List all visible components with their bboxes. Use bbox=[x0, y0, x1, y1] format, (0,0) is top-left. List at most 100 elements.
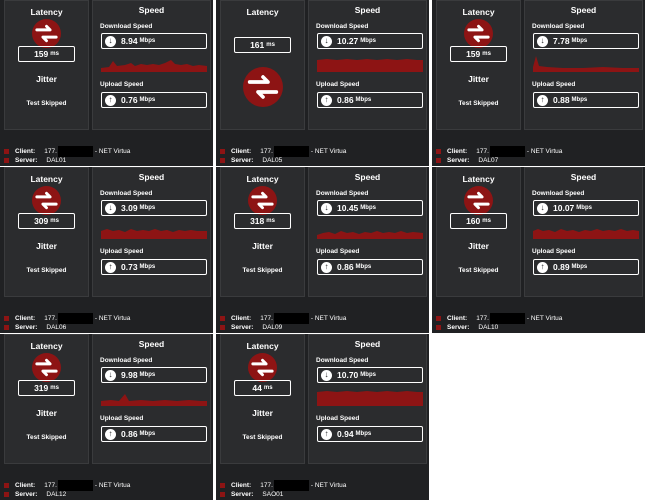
download-arrow-icon: ↓ bbox=[537, 202, 548, 214]
jitter-title: Jitter bbox=[36, 241, 57, 251]
download-unit: Mbps bbox=[139, 38, 156, 44]
square-bullet-icon bbox=[4, 483, 9, 488]
server-label: Server: bbox=[447, 324, 470, 331]
download-graph bbox=[317, 59, 423, 72]
redaction-block bbox=[489, 146, 525, 157]
speed-panel: Speed Download Speed ↓ 7.78 Mbps Upload S… bbox=[524, 0, 643, 130]
jitter-status: Test Skipped bbox=[458, 267, 499, 274]
speed-title: Speed bbox=[138, 172, 165, 182]
client-row: Client: 177. - NET Virtua bbox=[220, 313, 346, 324]
upload-label: Upload Speed bbox=[100, 81, 144, 88]
upload-unit: Mbps bbox=[355, 264, 372, 270]
upload-value-box: ↑ 0.76 Mbps bbox=[101, 92, 207, 108]
upload-value-box: ↑ 0.86 Mbps bbox=[101, 426, 207, 442]
client-isp: - NET Virtua bbox=[94, 148, 131, 155]
latency-value: 44 bbox=[252, 383, 262, 393]
speed-title: Speed bbox=[354, 172, 381, 182]
client-label: Client: bbox=[447, 148, 468, 155]
upload-arrow-icon: ↑ bbox=[105, 94, 116, 106]
latency-title: Latency bbox=[30, 7, 63, 17]
redaction-block bbox=[57, 313, 93, 324]
server-name: DAL07 bbox=[478, 157, 499, 164]
download-value-box: ↓ 10.27 Mbps bbox=[317, 33, 423, 49]
client-row: Client: 177. - NET Virtua bbox=[4, 480, 130, 491]
server-label: Server: bbox=[447, 157, 470, 164]
jitter-status: Test Skipped bbox=[26, 267, 67, 274]
network-arrows-icon bbox=[243, 67, 283, 107]
latency-title: Latency bbox=[246, 174, 279, 184]
network-arrows-icon bbox=[464, 19, 493, 48]
latency-panel: Latency 159 ms Jitter Test Skipped bbox=[4, 0, 89, 130]
client-label: Client: bbox=[447, 315, 468, 322]
network-arrows-icon bbox=[464, 186, 493, 215]
download-value-box: ↓ 10.07 Mbps bbox=[533, 200, 639, 216]
latency-value-box: 160 ms bbox=[450, 213, 507, 229]
jitter-title: Jitter bbox=[252, 241, 273, 251]
client-row: Client: 177. - NET Virtua bbox=[4, 313, 130, 324]
jitter-status: Test Skipped bbox=[242, 267, 283, 274]
download-value: 10.27 bbox=[337, 36, 359, 46]
speed-title: Speed bbox=[570, 5, 597, 15]
upload-arrow-icon: ↑ bbox=[537, 261, 548, 273]
square-bullet-icon bbox=[220, 149, 225, 154]
square-bullet-icon bbox=[4, 158, 9, 163]
jitter-title: Jitter bbox=[36, 74, 57, 84]
download-value: 10.70 bbox=[337, 370, 359, 380]
upload-label: Upload Speed bbox=[100, 248, 144, 255]
upload-label: Upload Speed bbox=[532, 81, 576, 88]
latency-unit: ms bbox=[482, 51, 491, 57]
download-graph bbox=[101, 229, 207, 239]
network-arrows-icon bbox=[32, 186, 61, 215]
network-arrows-icon bbox=[248, 186, 277, 215]
client-ip-prefix: 177. bbox=[476, 315, 489, 322]
client-label: Client: bbox=[231, 315, 252, 322]
download-value-box: ↓ 9.98 Mbps bbox=[101, 367, 207, 383]
server-row: Server: DAL06 bbox=[4, 324, 66, 331]
square-bullet-icon bbox=[436, 325, 441, 330]
download-label: Download Speed bbox=[532, 190, 585, 197]
speed-panel: Speed Download Speed ↓ 10.70 Mbps Upload … bbox=[308, 334, 427, 464]
client-ip-prefix: 177. bbox=[44, 148, 57, 155]
download-graph bbox=[317, 231, 423, 239]
upload-unit: Mbps bbox=[355, 431, 372, 437]
upload-label: Upload Speed bbox=[100, 415, 144, 422]
result-tile: Latency 318 ms Jitter Test Skipped Speed … bbox=[216, 167, 429, 333]
latency-title: Latency bbox=[462, 7, 495, 17]
jitter-status: Test Skipped bbox=[26, 434, 67, 441]
download-value-box: ↓ 8.94 Mbps bbox=[101, 33, 207, 49]
client-isp: - NET Virtua bbox=[310, 482, 347, 489]
latency-value: 318 bbox=[250, 216, 265, 226]
client-label: Client: bbox=[15, 482, 36, 489]
client-isp: - NET Virtua bbox=[94, 482, 131, 489]
result-tile: Latency 44 ms Jitter Test Skipped Speed D… bbox=[216, 334, 429, 500]
upload-label: Upload Speed bbox=[316, 415, 360, 422]
latency-title: Latency bbox=[30, 174, 63, 184]
latency-unit: ms bbox=[50, 51, 59, 57]
download-unit: Mbps bbox=[139, 205, 156, 211]
speed-panel: Speed Download Speed ↓ 10.45 Mbps Upload … bbox=[308, 167, 427, 297]
square-bullet-icon bbox=[4, 492, 9, 497]
redaction-block bbox=[57, 480, 93, 491]
latency-unit: ms bbox=[50, 385, 59, 391]
download-arrow-icon: ↓ bbox=[105, 369, 116, 381]
speed-title: Speed bbox=[138, 5, 165, 15]
result-tile: Latency 161 ms Speed Download Speed ↓ 10.… bbox=[216, 0, 429, 166]
server-row: Server: SAO01 bbox=[220, 491, 283, 498]
redaction-block bbox=[489, 313, 525, 324]
client-row: Client: 177. - NET Virtua bbox=[436, 313, 562, 324]
download-value: 10.45 bbox=[337, 203, 359, 213]
latency-value-box: 159 ms bbox=[450, 46, 507, 62]
upload-value: 0.89 bbox=[553, 262, 570, 272]
result-tile: Latency 319 ms Jitter Test Skipped Speed … bbox=[0, 334, 213, 500]
download-label: Download Speed bbox=[316, 23, 369, 30]
speed-title: Speed bbox=[570, 172, 597, 182]
upload-arrow-icon: ↑ bbox=[105, 428, 116, 440]
jitter-status: Test Skipped bbox=[26, 100, 67, 107]
square-bullet-icon bbox=[4, 149, 9, 154]
upload-arrow-icon: ↑ bbox=[105, 261, 116, 273]
speed-panel: Speed Download Speed ↓ 3.09 Mbps Upload S… bbox=[92, 167, 211, 297]
server-name: DAL06 bbox=[46, 324, 67, 331]
upload-arrow-icon: ↑ bbox=[321, 428, 332, 440]
client-ip-prefix: 177. bbox=[44, 482, 57, 489]
upload-value-box: ↑ 0.89 Mbps bbox=[533, 259, 639, 275]
